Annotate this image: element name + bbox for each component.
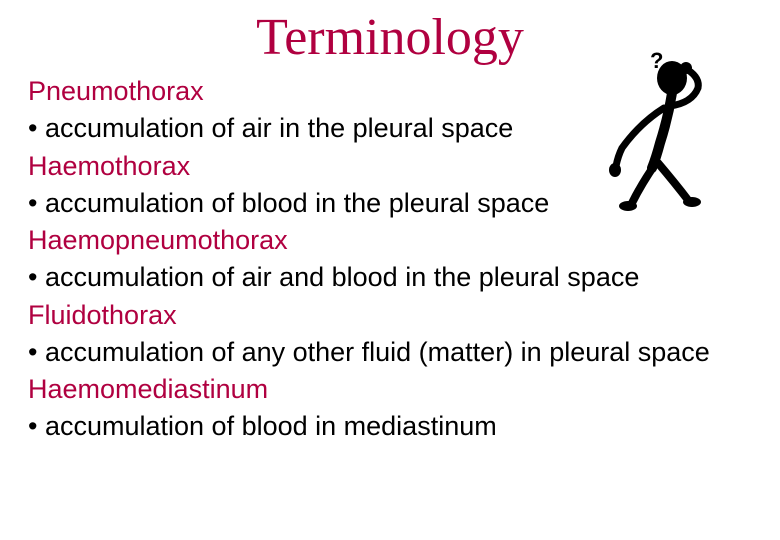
definition-text: accumulation of any other fluid (matter)…: [45, 337, 710, 367]
term-definition: • accumulation of blood in mediastinum: [28, 408, 760, 445]
term-name: Haemomediastinum: [28, 371, 760, 408]
term-name: Haemopneumothorax: [28, 222, 760, 259]
term-definition: • accumulation of air and blood in the p…: [28, 259, 760, 296]
bullet: •: [28, 262, 37, 292]
confused-person-icon: ?: [580, 48, 720, 218]
definition-text: accumulation of air in the pleural space: [45, 113, 513, 143]
term-name: Fluidothorax: [28, 297, 760, 334]
bullet: •: [28, 411, 37, 441]
definition-text: accumulation of blood in mediastinum: [45, 411, 497, 441]
term-definition: • accumulation of any other fluid (matte…: [28, 334, 760, 371]
slide: Terminology ? Pneumothorax • acc: [0, 0, 780, 540]
bullet: •: [28, 337, 37, 367]
bullet: •: [28, 113, 37, 143]
definition-text: accumulation of blood in the pleural spa…: [45, 188, 549, 218]
bullet: •: [28, 188, 37, 218]
definition-text: accumulation of air and blood in the ple…: [45, 262, 639, 292]
svg-text:?: ?: [650, 48, 663, 73]
